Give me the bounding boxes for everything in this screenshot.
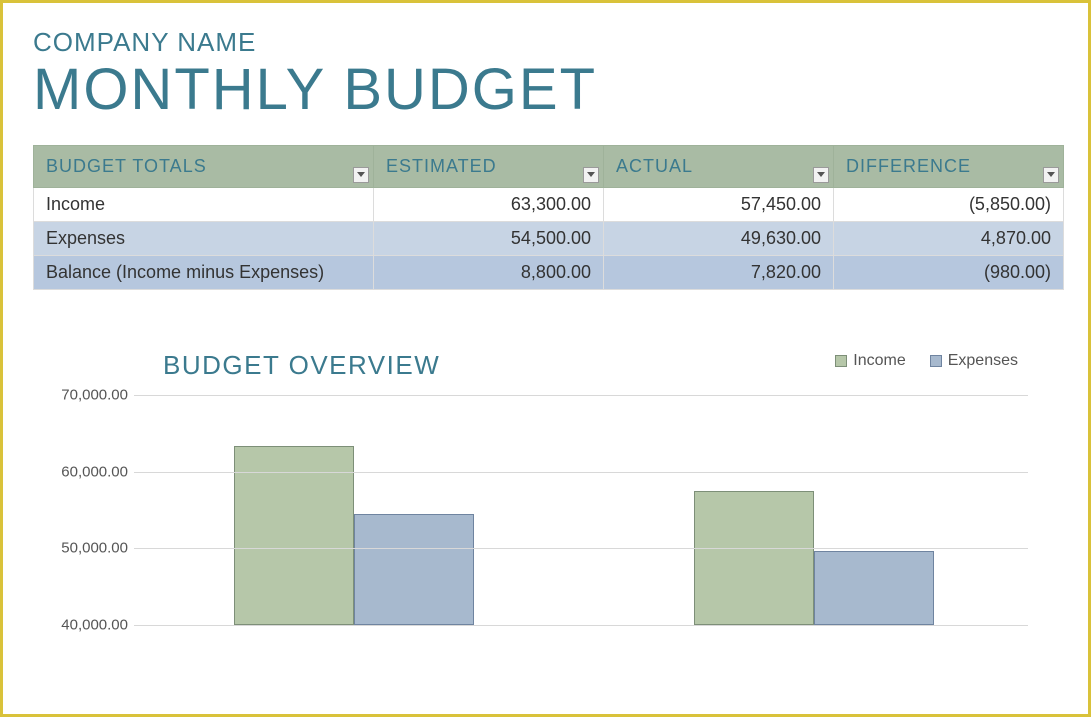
filter-dropdown-icon[interactable] [1043, 167, 1059, 183]
filter-dropdown-icon[interactable] [813, 167, 829, 183]
filter-dropdown-icon[interactable] [583, 167, 599, 183]
col-header-label: ESTIMATED [386, 156, 497, 176]
table-row: Income63,300.0057,450.00(5,850.00) [34, 187, 1064, 221]
table-body: Income63,300.0057,450.00(5,850.00)Expens… [34, 187, 1064, 289]
legend-label: Expenses [948, 352, 1018, 370]
col-header-label: BUDGET TOTALS [46, 156, 207, 176]
col-header-label: DIFFERENCE [846, 156, 971, 176]
col-header-budget-totals: BUDGET TOTALS [34, 145, 374, 187]
chart-bar [814, 551, 934, 625]
chart-gridline [134, 472, 1028, 473]
legend-item: Expenses [930, 352, 1018, 370]
row-label: Balance (Income minus Expenses) [34, 255, 374, 289]
row-value: 54,500.00 [374, 221, 604, 255]
legend-item: Income [835, 352, 905, 370]
budget-totals-table: BUDGET TOTALS ESTIMATED ACTUAL DIFFERENC… [33, 145, 1064, 290]
col-header-difference: DIFFERENCE [834, 145, 1064, 187]
chart-gridline [134, 548, 1028, 549]
legend-swatch [930, 355, 942, 367]
row-value: 4,870.00 [834, 221, 1064, 255]
col-header-estimated: ESTIMATED [374, 145, 604, 187]
chart-y-tick-label: 70,000.00 [61, 386, 128, 403]
budget-overview-chart: BUDGET OVERVIEW IncomeExpenses 70,000.00… [33, 350, 1058, 625]
page-title: MONTHLY BUDGET [33, 60, 1058, 121]
company-name: COMPANY NAME [33, 27, 1058, 58]
row-value: (5,850.00) [834, 187, 1064, 221]
chart-legend: Income Expenses [835, 352, 1018, 370]
table-row: Expenses54,500.0049,630.004,870.00 [34, 221, 1064, 255]
table-header-row: BUDGET TOTALS ESTIMATED ACTUAL DIFFERENC… [34, 145, 1064, 187]
chart-bar [354, 514, 474, 625]
row-value: 7,820.00 [604, 255, 834, 289]
chart-bar [234, 446, 354, 625]
col-header-actual: ACTUAL [604, 145, 834, 187]
legend-swatch [835, 355, 847, 367]
row-value: 8,800.00 [374, 255, 604, 289]
budget-page: COMPANY NAME MONTHLY BUDGET BUDGET TOTAL… [3, 3, 1088, 625]
row-label: Expenses [34, 221, 374, 255]
row-label: Income [34, 187, 374, 221]
col-header-label: ACTUAL [616, 156, 693, 176]
table-row: Balance (Income minus Expenses)8,800.007… [34, 255, 1064, 289]
chart-bars-layer [134, 395, 1028, 625]
chart-plot-area: 70,000.0060,000.0050,000.0040,000.00 [133, 395, 1028, 625]
row-value: (980.00) [834, 255, 1064, 289]
row-value: 49,630.00 [604, 221, 834, 255]
chart-y-tick-label: 40,000.00 [61, 616, 128, 633]
chart-gridline [134, 395, 1028, 396]
row-value: 63,300.00 [374, 187, 604, 221]
legend-label: Income [853, 352, 905, 370]
chart-bar [694, 491, 814, 625]
row-value: 57,450.00 [604, 187, 834, 221]
chart-y-tick-label: 60,000.00 [61, 463, 128, 480]
filter-dropdown-icon[interactable] [353, 167, 369, 183]
chart-gridline [134, 625, 1028, 626]
chart-y-tick-label: 50,000.00 [61, 540, 128, 557]
